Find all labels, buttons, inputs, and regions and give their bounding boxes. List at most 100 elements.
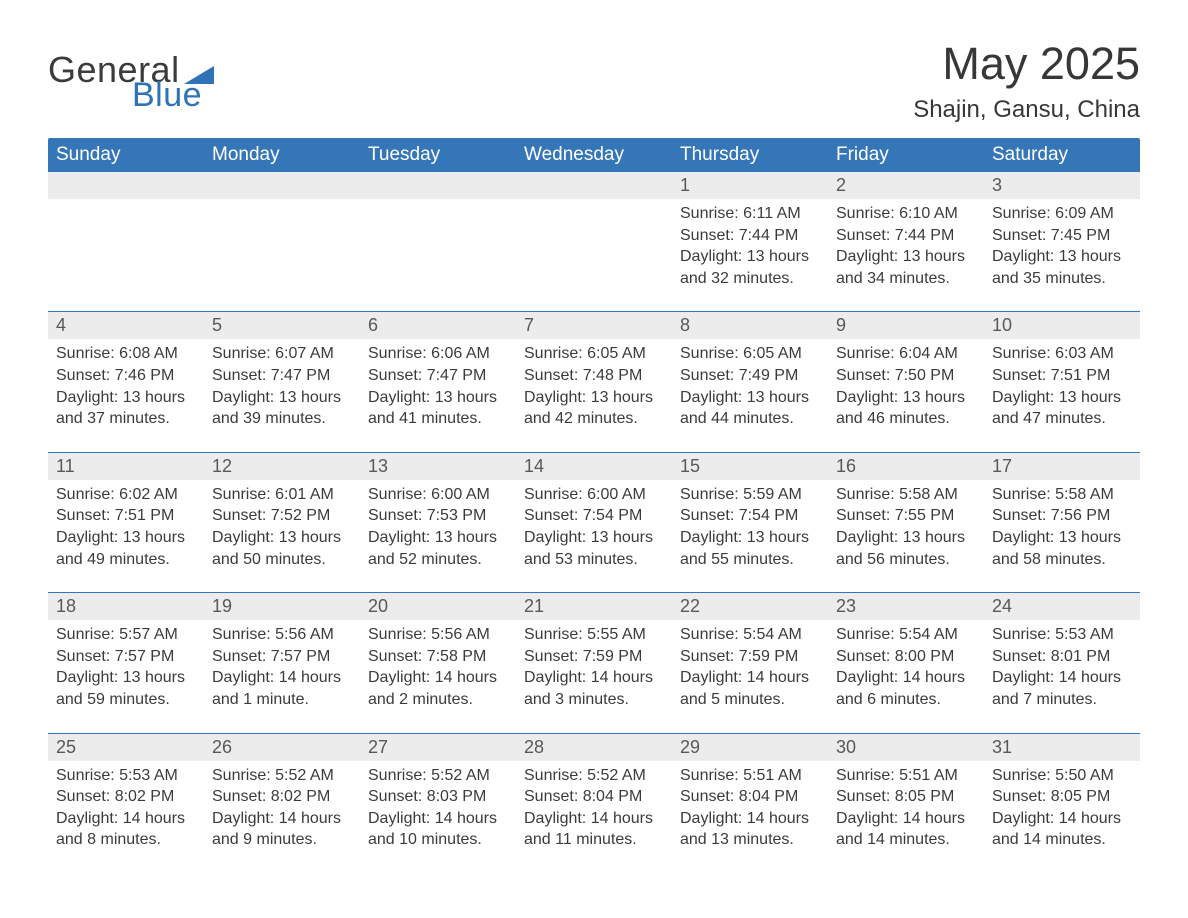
daylight-line: Daylight: 13 hours and 50 minutes. — [212, 527, 352, 570]
date-number — [204, 172, 360, 199]
day-header-mon: Monday — [204, 138, 360, 172]
sunset-line: Sunset: 7:53 PM — [368, 505, 508, 527]
weeks-container: 123Sunrise: 6:11 AMSunset: 7:44 PMDaylig… — [48, 172, 1140, 855]
calendar-cell: Sunrise: 5:52 AMSunset: 8:03 PMDaylight:… — [360, 761, 516, 855]
calendar-cell: Sunrise: 6:00 AMSunset: 7:54 PMDaylight:… — [516, 480, 672, 574]
date-number: 10 — [984, 312, 1140, 339]
sunset-line: Sunset: 7:50 PM — [836, 365, 976, 387]
daylight-line: Daylight: 13 hours and 39 minutes. — [212, 387, 352, 430]
day-header-thu: Thursday — [672, 138, 828, 172]
date-strip: 45678910 — [48, 312, 1140, 339]
calendar-cell — [360, 199, 516, 293]
date-strip: 18192021222324 — [48, 593, 1140, 620]
calendar-cell: Sunrise: 6:07 AMSunset: 7:47 PMDaylight:… — [204, 339, 360, 433]
sunrise-line: Sunrise: 6:07 AM — [212, 343, 352, 365]
sunset-line: Sunset: 7:47 PM — [212, 365, 352, 387]
date-strip: 11121314151617 — [48, 453, 1140, 480]
calendar-cell — [516, 199, 672, 293]
calendar-cell: Sunrise: 5:52 AMSunset: 8:02 PMDaylight:… — [204, 761, 360, 855]
calendar-cell: Sunrise: 6:00 AMSunset: 7:53 PMDaylight:… — [360, 480, 516, 574]
daylight-line: Daylight: 13 hours and 47 minutes. — [992, 387, 1132, 430]
date-number — [516, 172, 672, 199]
sunset-line: Sunset: 7:46 PM — [56, 365, 196, 387]
date-number: 6 — [360, 312, 516, 339]
sunrise-line: Sunrise: 6:11 AM — [680, 203, 820, 225]
daylight-line: Daylight: 13 hours and 52 minutes. — [368, 527, 508, 570]
calendar-week: 25262728293031Sunrise: 5:53 AMSunset: 8:… — [48, 733, 1140, 855]
sunset-line: Sunset: 7:54 PM — [524, 505, 664, 527]
sunset-line: Sunset: 7:48 PM — [524, 365, 664, 387]
sunrise-line: Sunrise: 5:56 AM — [212, 624, 352, 646]
daylight-line: Daylight: 14 hours and 9 minutes. — [212, 808, 352, 851]
sunrise-line: Sunrise: 5:54 AM — [680, 624, 820, 646]
sunrise-line: Sunrise: 5:58 AM — [836, 484, 976, 506]
sunset-line: Sunset: 7:56 PM — [992, 505, 1132, 527]
sunrise-line: Sunrise: 6:03 AM — [992, 343, 1132, 365]
date-number: 24 — [984, 593, 1140, 620]
date-number: 1 — [672, 172, 828, 199]
date-number: 4 — [48, 312, 204, 339]
calendar-cell: Sunrise: 6:05 AMSunset: 7:48 PMDaylight:… — [516, 339, 672, 433]
calendar-cell: Sunrise: 5:56 AMSunset: 7:58 PMDaylight:… — [360, 620, 516, 714]
daylight-line: Daylight: 14 hours and 8 minutes. — [56, 808, 196, 851]
sunset-line: Sunset: 7:45 PM — [992, 225, 1132, 247]
sunrise-line: Sunrise: 5:53 AM — [56, 765, 196, 787]
date-number: 12 — [204, 453, 360, 480]
sunset-line: Sunset: 7:51 PM — [56, 505, 196, 527]
daylight-line: Daylight: 14 hours and 14 minutes. — [836, 808, 976, 851]
date-number — [48, 172, 204, 199]
daylight-line: Daylight: 13 hours and 59 minutes. — [56, 667, 196, 710]
calendar-cell: Sunrise: 5:54 AMSunset: 8:00 PMDaylight:… — [828, 620, 984, 714]
calendar-cell: Sunrise: 5:59 AMSunset: 7:54 PMDaylight:… — [672, 480, 828, 574]
daylight-line: Daylight: 13 hours and 55 minutes. — [680, 527, 820, 570]
date-number: 23 — [828, 593, 984, 620]
sunrise-line: Sunrise: 5:51 AM — [680, 765, 820, 787]
sunrise-line: Sunrise: 6:00 AM — [368, 484, 508, 506]
date-number: 15 — [672, 453, 828, 480]
calendar-cell: Sunrise: 5:53 AMSunset: 8:02 PMDaylight:… — [48, 761, 204, 855]
daylight-line: Daylight: 14 hours and 11 minutes. — [524, 808, 664, 851]
day-header-tue: Tuesday — [360, 138, 516, 172]
date-strip: 123 — [48, 172, 1140, 199]
calendar-cell — [48, 199, 204, 293]
sunrise-line: Sunrise: 6:09 AM — [992, 203, 1132, 225]
sunrise-line: Sunrise: 5:54 AM — [836, 624, 976, 646]
calendar-week: 123 Sunrise: 6:11 AMSunset: 7:44 PMDaylig… — [48, 172, 1140, 293]
calendar-cell: Sunrise: 5:51 AMSunset: 8:04 PMDaylight:… — [672, 761, 828, 855]
date-number: 9 — [828, 312, 984, 339]
sunset-line: Sunset: 7:55 PM — [836, 505, 976, 527]
daylight-line: Daylight: 13 hours and 44 minutes. — [680, 387, 820, 430]
daylight-line: Daylight: 14 hours and 2 minutes. — [368, 667, 508, 710]
daylight-line: Daylight: 14 hours and 14 minutes. — [992, 808, 1132, 851]
date-number: 11 — [48, 453, 204, 480]
sunrise-line: Sunrise: 5:56 AM — [368, 624, 508, 646]
sunset-line: Sunset: 8:04 PM — [524, 786, 664, 808]
sunset-line: Sunset: 7:44 PM — [680, 225, 820, 247]
calendar-cell: Sunrise: 5:55 AMSunset: 7:59 PMDaylight:… — [516, 620, 672, 714]
date-number: 28 — [516, 734, 672, 761]
date-number: 22 — [672, 593, 828, 620]
sunset-line: Sunset: 7:59 PM — [680, 646, 820, 668]
page-subtitle: Shajin, Gansu, China — [913, 96, 1140, 124]
date-number: 25 — [48, 734, 204, 761]
date-number: 3 — [984, 172, 1140, 199]
sunset-line: Sunset: 7:47 PM — [368, 365, 508, 387]
sunset-line: Sunset: 7:57 PM — [56, 646, 196, 668]
daylight-line: Daylight: 13 hours and 56 minutes. — [836, 527, 976, 570]
calendar-cell: Sunrise: 6:09 AMSunset: 7:45 PMDaylight:… — [984, 199, 1140, 293]
calendar-day-header: Sunday Monday Tuesday Wednesday Thursday… — [48, 138, 1140, 172]
daylight-line: Daylight: 14 hours and 3 minutes. — [524, 667, 664, 710]
daylight-line: Daylight: 13 hours and 32 minutes. — [680, 246, 820, 289]
daylight-line: Daylight: 14 hours and 1 minute. — [212, 667, 352, 710]
sunset-line: Sunset: 7:57 PM — [212, 646, 352, 668]
day-header-fri: Friday — [828, 138, 984, 172]
day-header-sun: Sunday — [48, 138, 204, 172]
sunrise-line: Sunrise: 5:52 AM — [524, 765, 664, 787]
calendar-cell: Sunrise: 6:03 AMSunset: 7:51 PMDaylight:… — [984, 339, 1140, 433]
sunset-line: Sunset: 8:01 PM — [992, 646, 1132, 668]
calendar-cell: Sunrise: 6:04 AMSunset: 7:50 PMDaylight:… — [828, 339, 984, 433]
daylight-line: Daylight: 13 hours and 58 minutes. — [992, 527, 1132, 570]
sunset-line: Sunset: 8:03 PM — [368, 786, 508, 808]
sunrise-line: Sunrise: 6:06 AM — [368, 343, 508, 365]
sunrise-line: Sunrise: 6:04 AM — [836, 343, 976, 365]
